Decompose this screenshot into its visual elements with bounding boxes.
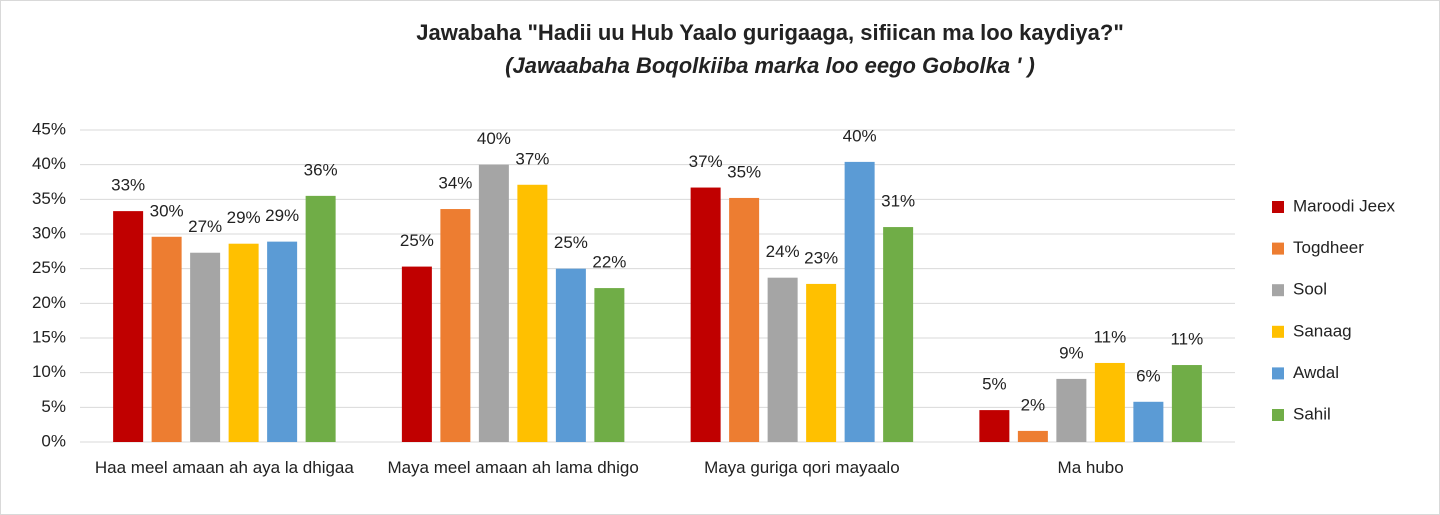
- chart-subtitle: (Jawaabaha Boqolkiiba marka loo eego Gob…: [505, 53, 1035, 78]
- bar: [767, 277, 798, 442]
- legend-label: Togdheer: [1293, 238, 1364, 257]
- legend-label: Awdal: [1293, 363, 1339, 382]
- data-label: 9%: [1059, 343, 1084, 362]
- legend-swatch: [1272, 242, 1284, 255]
- data-label: 2%: [1021, 395, 1046, 414]
- bar: [979, 410, 1010, 442]
- legend-label: Sanaag: [1293, 321, 1352, 340]
- data-label: 29%: [227, 208, 261, 227]
- legend-label: Sahil: [1293, 404, 1331, 423]
- y-tick-label: 5%: [41, 397, 66, 416]
- legend-swatch: [1272, 284, 1284, 297]
- bar: [478, 164, 509, 442]
- bar: [151, 236, 182, 442]
- data-label: 24%: [766, 242, 800, 261]
- bar: [690, 187, 721, 442]
- bar: [267, 241, 298, 442]
- data-label: 37%: [689, 152, 723, 171]
- bar: [440, 209, 471, 442]
- data-label: 40%: [477, 129, 511, 148]
- bar: [190, 252, 221, 442]
- data-label: 37%: [515, 149, 549, 168]
- legend-swatch: [1272, 201, 1284, 213]
- y-tick-label: 25%: [32, 258, 66, 277]
- y-tick-label: 20%: [32, 293, 66, 312]
- bar: [1171, 365, 1202, 442]
- legend-swatch: [1272, 367, 1284, 380]
- data-label: 6%: [1136, 366, 1161, 385]
- bar: [401, 266, 432, 442]
- data-label: 33%: [111, 176, 145, 195]
- bar: [1056, 378, 1087, 442]
- y-tick-label: 35%: [32, 189, 66, 208]
- y-tick-label: 15%: [32, 327, 66, 346]
- data-label: 35%: [727, 162, 761, 181]
- data-label: 5%: [982, 375, 1007, 394]
- bar: [555, 268, 586, 442]
- x-tick-label: Haa meel amaan ah aya la dhigaa: [94, 458, 354, 477]
- bar: [806, 283, 837, 442]
- x-tick-label: Ma hubo: [1057, 458, 1124, 477]
- bar: [305, 195, 336, 442]
- y-tick-label: 40%: [32, 154, 66, 173]
- bar: [844, 161, 875, 443]
- bar: [1094, 362, 1125, 442]
- bar: [1017, 430, 1048, 442]
- y-tick-label: 0%: [41, 431, 66, 450]
- bar: [517, 184, 548, 443]
- data-label: 40%: [843, 126, 877, 145]
- chart-title: Jawabaha "Hadii uu Hub Yaalo gurigaaga, …: [416, 20, 1124, 45]
- legend-swatch: [1272, 325, 1284, 338]
- bar: [883, 227, 914, 442]
- data-label: 25%: [400, 231, 434, 250]
- legend-label: Maroodi Jeex: [1293, 196, 1396, 215]
- data-label: 34%: [438, 174, 472, 193]
- data-label: 22%: [592, 253, 626, 272]
- legend-swatch: [1272, 409, 1284, 421]
- bar: [228, 243, 259, 442]
- legend-label: Sool: [1293, 280, 1327, 299]
- data-label: 23%: [804, 248, 838, 267]
- data-label: 27%: [188, 217, 222, 236]
- data-label: 31%: [881, 192, 915, 211]
- data-label: 29%: [265, 206, 299, 225]
- x-tick-label: Maya meel amaan ah lama dhigo: [387, 458, 639, 477]
- y-tick-label: 30%: [32, 223, 66, 242]
- data-label: 11%: [1093, 327, 1126, 346]
- bar: [594, 288, 625, 442]
- data-label: 11%: [1170, 330, 1203, 349]
- bar: [729, 197, 760, 442]
- bar: [113, 211, 144, 442]
- data-label: 25%: [554, 233, 588, 252]
- data-label: 30%: [150, 201, 184, 220]
- y-tick-label: 10%: [32, 362, 66, 381]
- bar: [1133, 401, 1164, 442]
- x-tick-label: Maya guriga qori mayaalo: [704, 458, 900, 477]
- data-label: 36%: [304, 160, 338, 179]
- y-tick-label: 45%: [32, 119, 66, 138]
